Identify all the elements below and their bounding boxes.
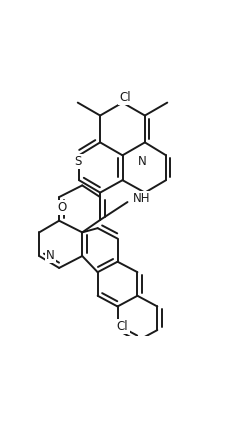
Text: O: O — [57, 201, 66, 214]
Text: N: N — [46, 249, 55, 262]
Text: NH: NH — [132, 192, 150, 205]
Text: Cl: Cl — [117, 320, 128, 333]
Text: S: S — [74, 155, 82, 168]
Text: N: N — [138, 155, 147, 168]
Text: Cl: Cl — [119, 91, 131, 104]
